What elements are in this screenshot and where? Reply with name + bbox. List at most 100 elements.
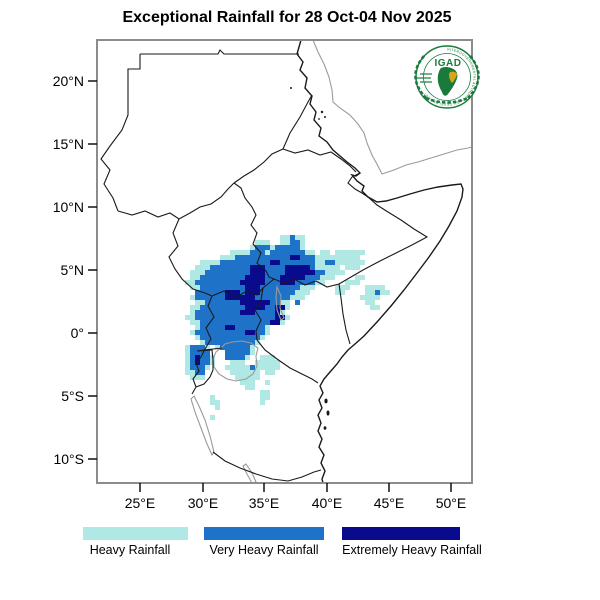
logo-speed-lines: [417, 73, 432, 83]
lon-tick-label: 45°E: [374, 495, 405, 511]
rain-cell-level-1: [345, 280, 360, 285]
rain-cell-level-1: [190, 375, 205, 380]
legend-label-0: Heavy Rainfall: [90, 543, 171, 557]
rain-cell-level-1: [190, 320, 200, 325]
rain-cell-level-2: [260, 290, 295, 295]
legend-swatch-0: [83, 527, 188, 540]
rain-cell-level-1: [315, 260, 325, 265]
rain-cell-level-2: [250, 365, 255, 370]
rain-cell-level-2: [225, 355, 245, 360]
rain-cell-level-1: [210, 415, 215, 420]
igad-logo: INTERGOVERNMENTAL AUTHORITY ON DEVELOPME…: [414, 45, 480, 109]
rain-cell-level-3: [245, 305, 265, 310]
rain-cell-level-1: [185, 315, 195, 320]
rain-cell-level-2: [200, 320, 270, 325]
rain-cell-level-2: [210, 265, 250, 270]
rain-cell-level-2: [290, 235, 295, 240]
rain-cell-level-2: [190, 355, 195, 360]
lat-tick-label: 5°N: [61, 262, 85, 278]
rain-cell-level-1: [265, 370, 275, 375]
rain-cell-level-1: [315, 255, 325, 260]
rain-cell-level-1: [200, 340, 205, 345]
rain-cell-level-3: [240, 280, 265, 285]
rain-cell-level-1: [315, 265, 340, 270]
lon-tick-label: 50°E: [436, 495, 467, 511]
lon-tick-label: 30°E: [188, 495, 219, 511]
rain-cell-level-1: [265, 380, 270, 385]
rain-cell-level-1: [260, 395, 270, 400]
rain-cell-level-1: [265, 250, 270, 255]
rain-cell-level-1: [320, 250, 330, 255]
rain-cell-level-1: [200, 260, 220, 265]
rain-cell-level-2: [260, 285, 300, 290]
rain-cell-level-1: [185, 355, 190, 360]
rain-cell-level-2: [195, 280, 240, 285]
lat-tick-label: 10°N: [53, 199, 84, 215]
rain-cell-level-2: [220, 260, 270, 265]
rain-cell-level-1: [205, 365, 210, 370]
rain-cell-level-1: [250, 345, 255, 350]
rain-cell-level-2: [305, 275, 320, 280]
rain-cell-level-1: [325, 255, 360, 260]
rain-cell-level-3: [290, 255, 300, 260]
rain-cell-level-1: [190, 275, 200, 280]
rain-cell-level-1: [260, 400, 265, 405]
rain-cell-level-1: [345, 265, 360, 270]
rain-cell-level-1: [220, 255, 235, 260]
rain-cell-level-2: [225, 350, 250, 355]
rain-cell-level-1: [255, 360, 280, 365]
rain-cell-level-2: [300, 255, 315, 260]
rain-cell-level-2: [195, 295, 225, 300]
map-frame: [96, 39, 473, 484]
southsudan-west-border: [168, 218, 213, 297]
rain-cell-level-1: [305, 250, 315, 255]
rain-cell-level-1: [335, 285, 350, 290]
igad-region-gold: [449, 71, 457, 83]
rain-cell-level-2: [255, 245, 270, 250]
lat-tick-label: 10°S: [53, 451, 84, 467]
legend-swatch-2: [342, 527, 460, 540]
rain-cell-level-1: [225, 365, 250, 370]
sudan-ethiopia-border: [233, 148, 284, 184]
lake-tanganyika-outline: [190, 395, 215, 457]
rain-cell-level-2: [265, 305, 275, 310]
rain-cell-level-1: [365, 300, 375, 305]
islands: [290, 87, 330, 430]
rain-cell-level-1: [280, 320, 285, 325]
rain-cell-level-1: [280, 235, 290, 240]
rain-cell-level-1: [325, 270, 345, 275]
djibouti-border: [347, 172, 369, 198]
rain-cell-level-1: [280, 310, 285, 315]
rain-cell-level-1: [245, 385, 255, 390]
rain-cell-level-3: [285, 270, 315, 275]
legend-swatch-1: [204, 527, 324, 540]
rain-cell-level-3: [240, 310, 255, 315]
rain-cell-level-1: [195, 265, 210, 270]
lat-tick-label: 15°N: [53, 136, 84, 152]
rain-cell-level-2: [195, 315, 275, 320]
lat-tick-label: 0°: [71, 325, 84, 341]
rain-cell-level-2: [200, 305, 245, 310]
lon-tick-label: 35°E: [249, 495, 280, 511]
uganda-kenya-border: [254, 287, 264, 341]
rain-cell-level-1: [285, 315, 290, 320]
rain-cell-level-1: [195, 325, 200, 330]
rain-cell-level-2: [315, 270, 325, 275]
rain-cell-level-1: [260, 335, 265, 340]
rain-cell-level-1: [185, 370, 195, 375]
rain-cell-level-2: [235, 255, 290, 260]
rain-cell-level-3: [195, 360, 200, 365]
rain-cell-level-3: [240, 300, 270, 305]
kenya-somalia-border: [338, 283, 351, 345]
rain-cell-level-3: [245, 330, 255, 335]
rain-cell-level-2: [280, 260, 315, 265]
rain-cell-level-2: [240, 290, 245, 295]
rain-cell-level-1: [285, 305, 290, 310]
rain-cell-level-1: [260, 390, 270, 395]
rain-cell-level-1: [380, 290, 390, 295]
rainfall-shading-layer: [185, 235, 390, 420]
rain-cell-level-1: [250, 350, 255, 355]
rain-cell-level-3: [280, 275, 305, 280]
rain-cell-level-1: [190, 295, 195, 300]
rain-cell-level-1: [300, 245, 305, 250]
